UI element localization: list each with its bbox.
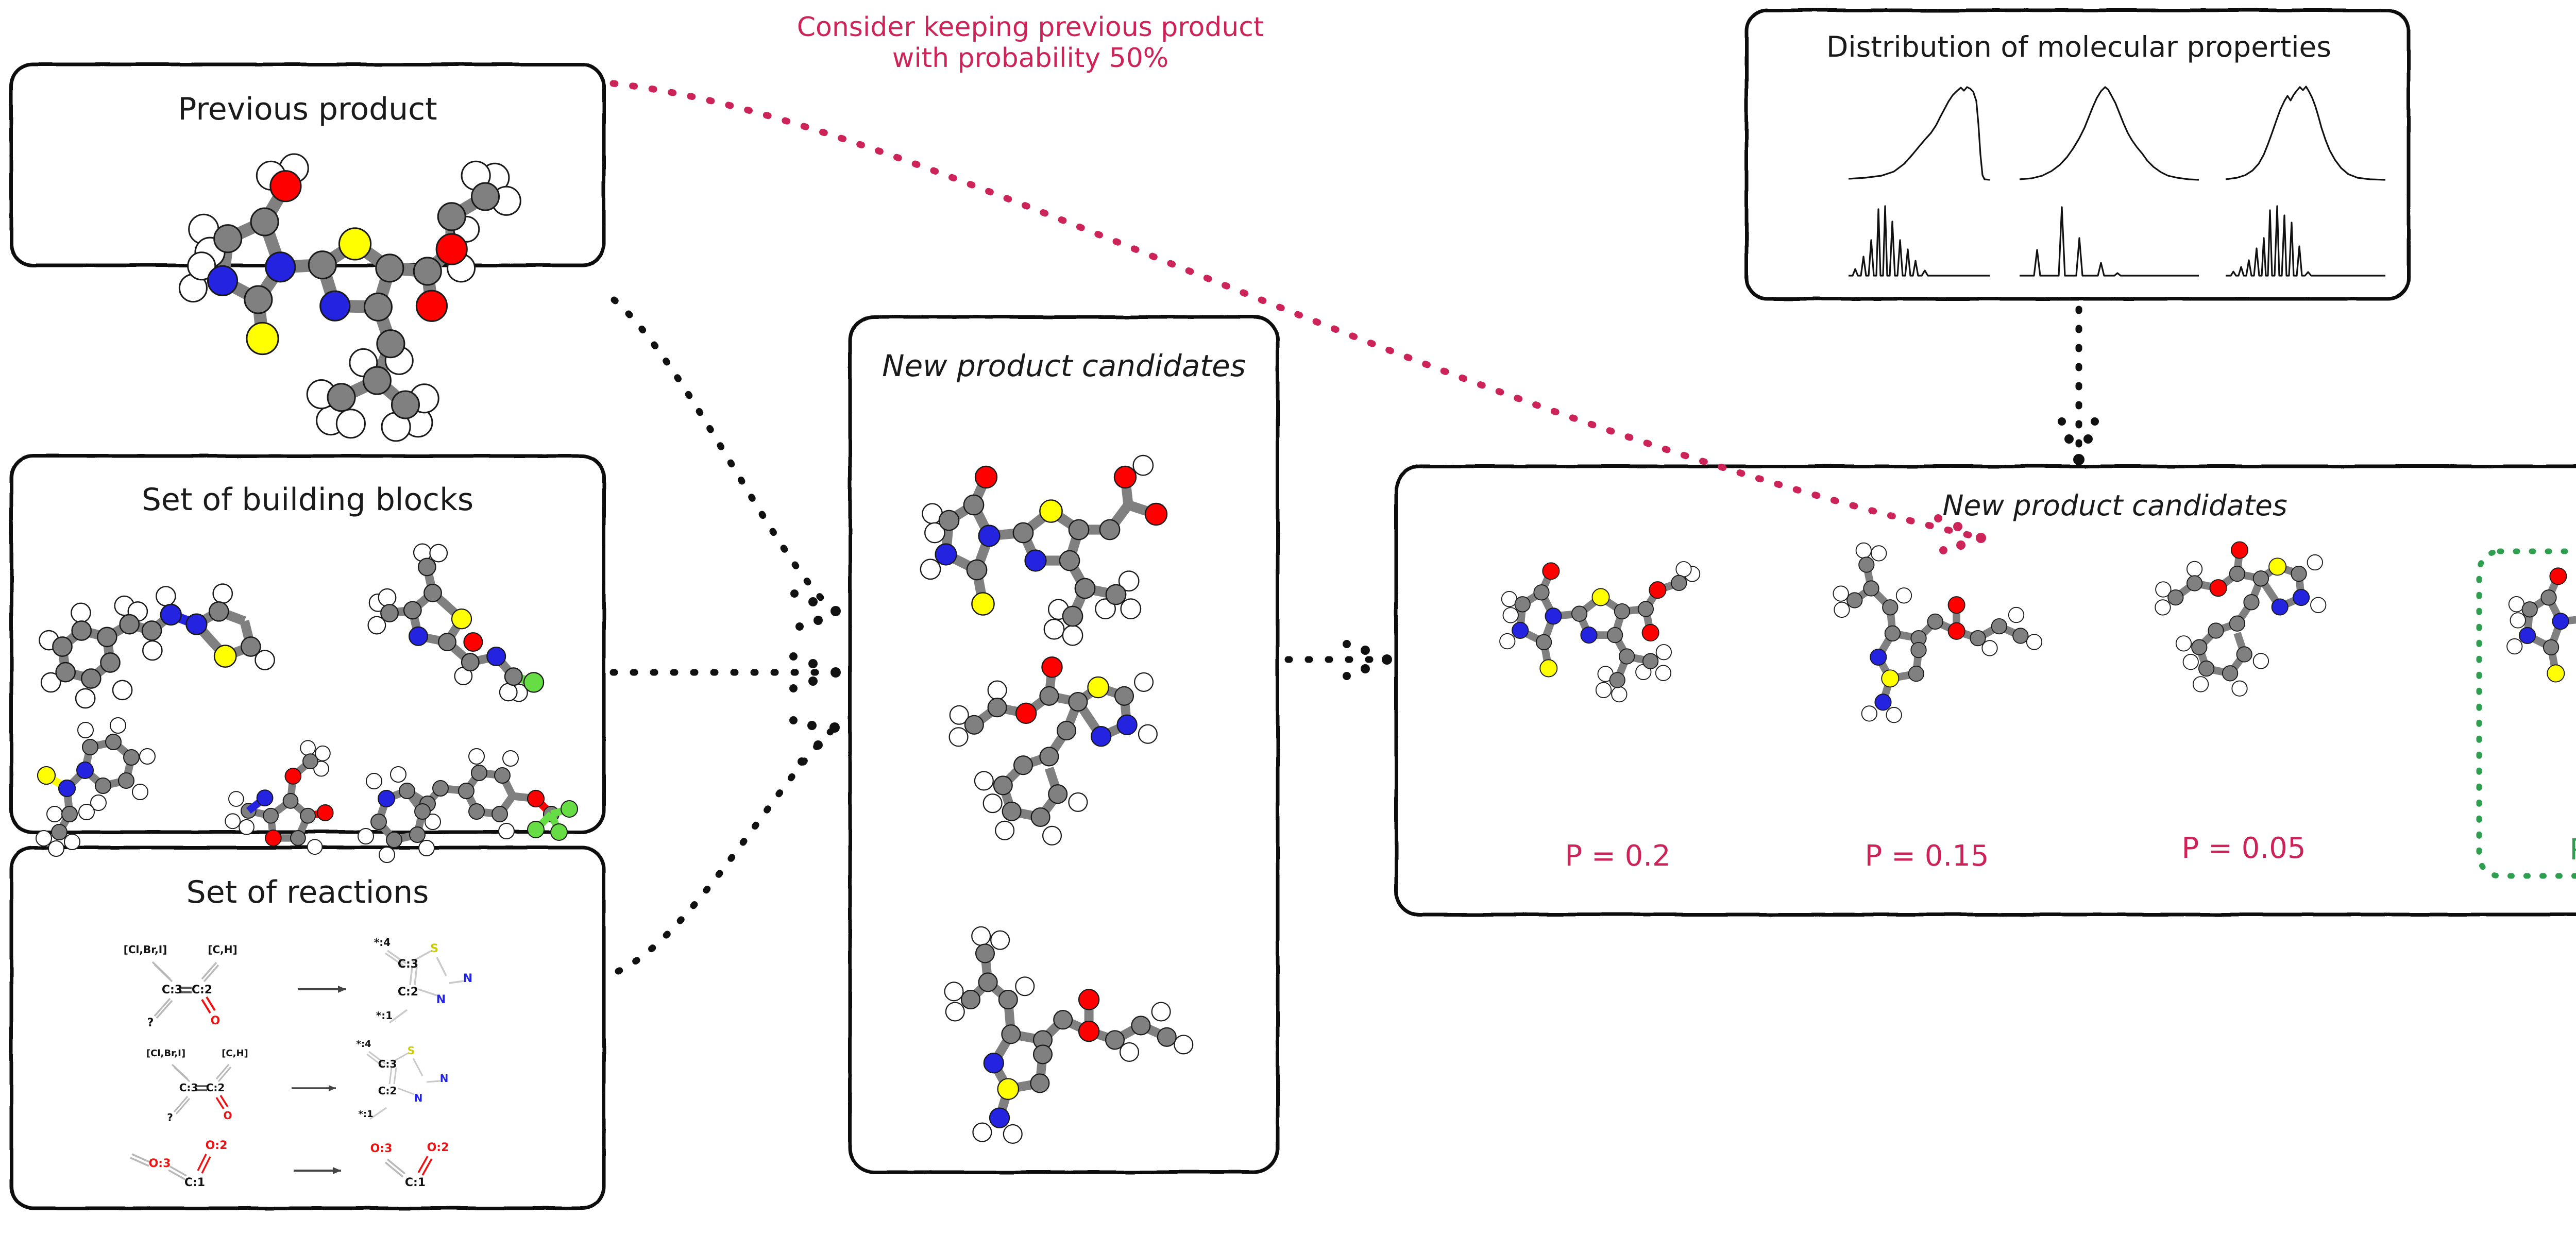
rxn0-label-exon: N	[463, 972, 472, 985]
arrowhead-prev-to-candidates	[790, 589, 841, 631]
rxn1-label-ch: [C,H]	[222, 1048, 248, 1059]
rxn0-label-ch: [C,H]	[208, 943, 237, 956]
hist-trace-3	[2226, 205, 2385, 277]
arrow-prev-to-candidates	[611, 296, 836, 613]
arrowhead-keep-previous	[1934, 514, 1986, 554]
rxn0-label-star1: *:1	[376, 1009, 393, 1022]
molecule-candidate-mid-0	[920, 454, 1168, 646]
panel-candidates-mid	[848, 315, 1280, 1174]
kde-curve-2	[2019, 86, 2199, 181]
rxn1-label-star1: *:1	[358, 1109, 373, 1120]
rxn1-label-halide: [Cl,Br,I]	[146, 1048, 185, 1059]
rxn0-label-o: O	[211, 1015, 221, 1027]
molecule-previous-product	[178, 153, 521, 442]
rxn1-label-pc2: C:2	[378, 1085, 397, 1097]
rxn1-label-exon: N	[440, 1072, 449, 1085]
candidate-probability-2: P = 0.05	[2182, 832, 2306, 865]
hist-trace-1	[1849, 205, 1990, 277]
rxn1-label-pc3: C:3	[378, 1058, 397, 1070]
rxn1-label-o: O	[223, 1109, 232, 1122]
arrowhead-distribution-to-scored	[2058, 417, 2099, 465]
arrow-reactions-to-candidates	[615, 728, 834, 975]
annotation-line-2: with probability 50%	[892, 43, 1168, 74]
panel-title-reactions: Set of reactions	[187, 874, 429, 910]
rxn1-label-s: S	[408, 1044, 415, 1057]
panel-building-blocks	[9, 454, 606, 834]
rxn1-label-star4: *:4	[356, 1039, 371, 1050]
kde-curve-1	[1848, 86, 1990, 181]
molecule-building-block-2	[36, 717, 156, 857]
rxn0-label-pc2: C:2	[398, 986, 418, 999]
selected-candidate-box	[2476, 548, 2576, 879]
rxn2-label-po2: O:2	[427, 1141, 449, 1154]
rxn0-label-q: ?	[147, 1017, 154, 1029]
panel-title-previous-product: Previous product	[178, 91, 437, 127]
arrowhead-reactions-to-candidates	[789, 716, 840, 766]
rxn0-label-s: S	[430, 942, 438, 955]
candidate-probability-0: P = 0.2	[1565, 839, 1670, 873]
rxn0-label-c3: C:3	[162, 984, 182, 996]
annotation-line-1: Consider keeping previous product	[797, 12, 1264, 43]
reaction-template-0: [Cl,Br,I] [C,H] C:3 C:2 O ? *:4 C:3 S C:…	[124, 936, 473, 1029]
rxn0-label-halide: [Cl,Br,I]	[124, 943, 167, 956]
molecule-candidate-scored-3	[2506, 567, 2576, 683]
panel-distribution	[1744, 8, 2411, 301]
rxn2-label-c1: C:1	[184, 1176, 205, 1189]
reaction-template-2: O:3 C:1 O:2 O:3 C:1 O:2	[130, 1139, 449, 1189]
molecule-candidate-scored-1	[1833, 542, 2043, 723]
candidate-probability-1: P = 0.15	[1865, 839, 1989, 873]
molecule-candidate-scored-2	[2155, 541, 2327, 697]
molecule-candidate-mid-1	[948, 656, 1158, 846]
molecule-building-block-3	[225, 740, 334, 855]
rxn1-label-c2: C:2	[206, 1081, 225, 1094]
panel-title-building-blocks: Set of building blocks	[142, 482, 473, 518]
arrow-keep-previous-product	[609, 80, 1987, 542]
panel-title-candidates-right: New product candidates	[1942, 489, 2287, 522]
panel-title-candidates-mid: New product candidates	[882, 348, 1246, 383]
reaction-template-1: [Cl,Br,I] [C,H] C:3 C:2 O ? *:4 C:3 S C:…	[146, 1039, 448, 1124]
molecule-building-block-0	[39, 583, 275, 709]
rxn2-label-o3: O:3	[149, 1157, 171, 1170]
rxn2-label-po3: O:3	[370, 1142, 393, 1155]
hist-trace-2	[2020, 206, 2199, 277]
arrowhead-candidates-to-scored	[1343, 640, 1392, 680]
rxn1-label-ringn: N	[414, 1092, 423, 1104]
rxn2-label-o2: O:2	[206, 1139, 228, 1152]
distribution-plots	[1848, 86, 2386, 277]
arrowhead-blocks-to-candidates	[789, 652, 841, 692]
panel-title-distribution: Distribution of molecular properties	[1826, 30, 2331, 63]
rxn0-label-star4: *:4	[374, 936, 391, 949]
rxn2-label-pc1: C:1	[405, 1176, 426, 1189]
panel-candidates-right	[1394, 464, 2576, 917]
molecule-building-block-1	[367, 543, 545, 702]
molecule-candidate-scored-0	[1499, 561, 1701, 703]
rxn0-label-ringn: N	[436, 993, 446, 1006]
molecule-candidate-mid-2	[944, 926, 1194, 1144]
rxn1-label-q: ?	[167, 1111, 173, 1124]
candidate-probability-3: P = 0.6	[2569, 833, 2576, 867]
rxn0-label-c2: C:2	[192, 984, 212, 996]
kde-curve-3	[2225, 86, 2386, 181]
rxn1-label-c3: C:3	[179, 1081, 198, 1094]
molecule-building-block-4	[358, 748, 578, 863]
rxn0-label-pc3: C:3	[398, 958, 418, 971]
